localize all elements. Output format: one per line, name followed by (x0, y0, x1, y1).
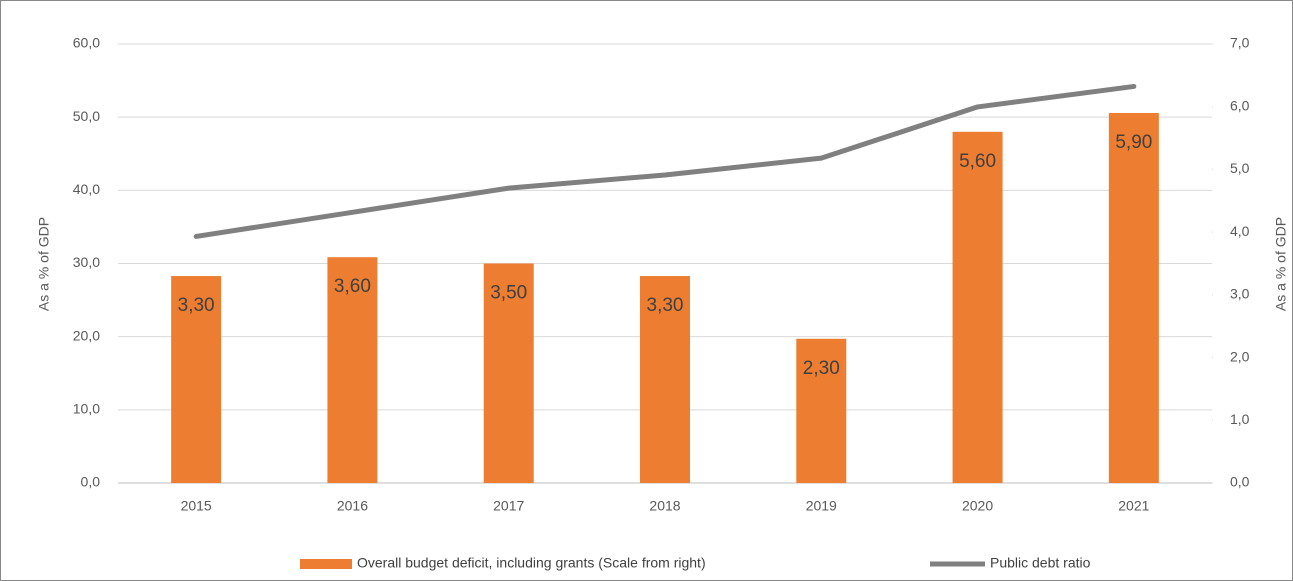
data-label: 3,30 (647, 295, 684, 316)
y-tick-label: 0,0 (81, 474, 101, 490)
x-tick-label: 2021 (1118, 498, 1149, 514)
data-label: 2,30 (803, 358, 840, 379)
y-tick-label: 30,0 (73, 254, 100, 270)
y2-tick-label: 3,0 (1230, 286, 1250, 302)
x-tick-label: 2015 (181, 498, 212, 514)
y-tick-label: 40,0 (73, 181, 100, 197)
y2-tick-label: 7,0 (1230, 35, 1250, 51)
x-tick-label: 2017 (493, 498, 524, 514)
y-tick-label: 20,0 (73, 327, 100, 343)
bar (952, 131, 1003, 484)
legend-label: Public debt ratio (990, 555, 1091, 571)
data-label: 3,50 (490, 283, 527, 304)
data-label: 5,90 (1115, 132, 1152, 153)
y2-tick-label: 2,0 (1230, 348, 1250, 364)
x-tick-label: 2019 (806, 498, 837, 514)
x-tick-label: 2016 (337, 498, 368, 514)
data-label: 3,60 (334, 276, 371, 297)
y2-axis-title: As a % of GDP (1273, 217, 1289, 311)
y-axis-title: As a % of GDP (36, 217, 52, 311)
line (193, 83, 1137, 239)
legend-label: Overall budget deficit, including grants… (357, 555, 706, 571)
y-tick-label: 10,0 (73, 401, 100, 417)
x-tick-label: 2020 (962, 498, 993, 514)
data-label: 3,30 (178, 295, 215, 316)
bar (640, 276, 690, 483)
y2-tick-label: 6,0 (1230, 97, 1250, 113)
bar (1108, 112, 1159, 483)
bar (171, 276, 222, 483)
y-tick-label: 60,0 (73, 35, 100, 51)
y2-tick-label: 4,0 (1230, 223, 1250, 239)
y2-tick-label: 0,0 (1230, 474, 1250, 490)
legend-swatch (300, 559, 352, 569)
bar (483, 263, 534, 483)
x-tick-label: 2018 (649, 498, 680, 514)
bar (327, 257, 378, 483)
y2-tick-label: 1,0 (1230, 411, 1250, 427)
bar (796, 338, 847, 483)
y-tick-label: 50,0 (73, 108, 100, 124)
y2-tick-label: 5,0 (1230, 160, 1250, 176)
data-label: 5,60 (959, 151, 996, 172)
